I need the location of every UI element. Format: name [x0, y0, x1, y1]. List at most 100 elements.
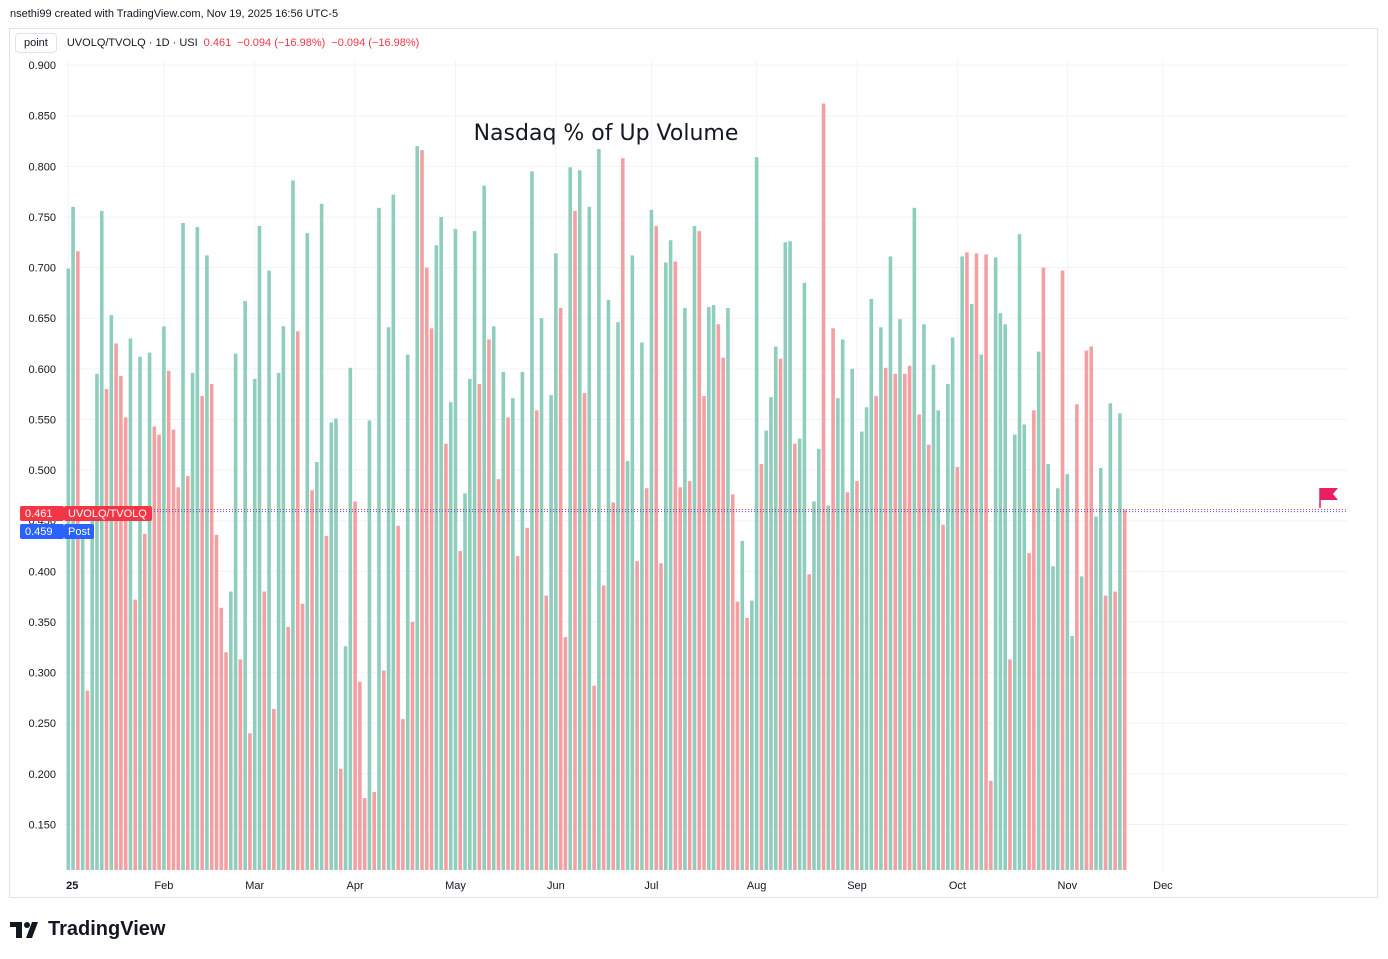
bar — [960, 256, 964, 870]
bar — [874, 396, 878, 870]
bar — [1055, 488, 1060, 870]
bar — [420, 150, 424, 871]
bar — [931, 364, 936, 870]
bar — [305, 233, 310, 870]
bar — [377, 207, 381, 870]
chart-legend: point UVOLQ/TVOLQ · 1D · USI 0.461 −0.09… — [15, 32, 425, 54]
bar — [1070, 636, 1074, 870]
bar — [950, 337, 955, 870]
chart-credit: nsethi99 created with TradingView.com, N… — [10, 8, 339, 20]
bar — [917, 414, 921, 870]
point-button[interactable]: point — [15, 33, 57, 53]
bar — [119, 375, 123, 870]
bar — [1017, 234, 1022, 870]
x-tick-label: Jul — [644, 880, 658, 892]
post-price-value: 0.459 — [25, 526, 53, 538]
bar — [238, 659, 243, 870]
bar — [190, 372, 195, 870]
bar — [606, 299, 611, 870]
bar — [530, 171, 534, 870]
bar — [563, 637, 568, 870]
bar — [453, 229, 458, 870]
bar — [386, 327, 391, 870]
flag-icon[interactable] — [1319, 488, 1338, 508]
bar — [936, 410, 941, 870]
bar — [114, 343, 118, 870]
bar — [616, 322, 620, 870]
bar — [716, 324, 721, 870]
bar — [496, 479, 501, 870]
bar — [922, 324, 926, 870]
bar — [1079, 576, 1084, 870]
bar — [831, 328, 835, 870]
bar — [358, 681, 362, 870]
bar — [1051, 566, 1055, 870]
x-tick-label: Apr — [347, 880, 364, 892]
bar — [979, 354, 984, 870]
bar — [463, 493, 467, 870]
bar — [797, 438, 802, 870]
bars — [66, 103, 1127, 871]
bar — [439, 216, 443, 870]
bar — [1046, 463, 1050, 870]
bar — [1027, 553, 1031, 870]
bar — [764, 430, 768, 870]
change-value: −0.094 (−16.98%) — [237, 37, 326, 49]
x-tick-label: Jun — [547, 880, 565, 892]
bar — [200, 396, 204, 870]
bar — [152, 426, 157, 870]
bar — [147, 352, 152, 870]
bar — [640, 342, 644, 870]
bar — [1065, 474, 1070, 870]
bar — [1094, 516, 1098, 870]
bar — [840, 339, 845, 870]
bar — [1118, 413, 1122, 870]
chart-frame — [9, 28, 1378, 898]
bar — [965, 252, 969, 870]
bar — [162, 326, 166, 871]
bar — [291, 180, 295, 871]
bar — [836, 398, 840, 870]
chart-title: Nasdaq % of Up Volume — [474, 121, 739, 146]
bar — [367, 420, 372, 870]
bar — [730, 494, 735, 870]
bar — [941, 524, 945, 870]
bar — [396, 525, 400, 870]
bar — [415, 146, 420, 870]
bar — [491, 326, 496, 871]
bar — [788, 241, 792, 871]
bar — [166, 370, 171, 870]
bar — [649, 209, 654, 871]
last-price-name: UVOLQ/TVOLQ — [68, 508, 147, 520]
bar — [903, 373, 907, 870]
bar — [66, 268, 71, 870]
bar — [893, 373, 898, 870]
bar — [726, 308, 730, 870]
bar — [334, 418, 338, 870]
bar — [176, 487, 181, 870]
bar — [429, 328, 434, 870]
bar — [802, 282, 807, 870]
y-tick-label: 0.650 — [28, 313, 56, 325]
bar — [128, 338, 133, 870]
bar — [520, 371, 525, 870]
bar — [1113, 591, 1117, 870]
bar — [1036, 351, 1041, 871]
bar — [1108, 403, 1113, 870]
bar — [219, 607, 224, 870]
bar — [224, 652, 228, 870]
bar — [410, 621, 415, 870]
symbol-label: UVOLQ/TVOLQ · 1D · USI — [66, 37, 198, 49]
bar — [678, 487, 682, 870]
x-tick-label: May — [445, 880, 466, 892]
bar — [630, 255, 635, 871]
bar — [740, 540, 745, 870]
bar — [587, 206, 592, 870]
bar — [401, 719, 405, 870]
bar — [133, 599, 138, 870]
bar — [898, 319, 902, 870]
bar — [735, 601, 740, 870]
bar — [826, 505, 831, 870]
bar — [721, 357, 725, 870]
